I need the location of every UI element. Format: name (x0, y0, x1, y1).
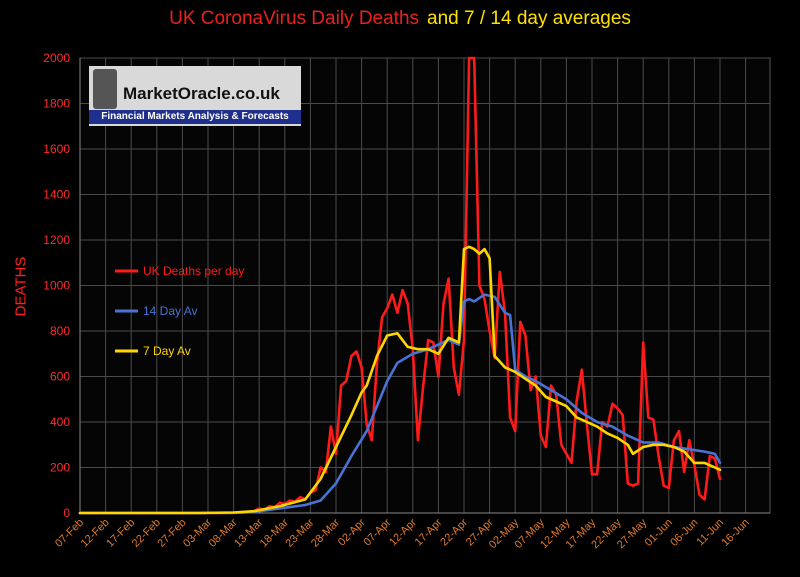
y-tick-label: 1600 (43, 142, 70, 156)
x-tick-label: 06-Jun (668, 517, 700, 549)
x-tick-label: 17-Apr (413, 516, 445, 548)
chart-title-averages: and 7 / 14 day averages (427, 8, 631, 29)
y-tick-label: 1800 (43, 97, 70, 111)
x-tick-label: 22-Apr (438, 516, 470, 548)
x-tick-label: 02-Apr (336, 516, 368, 548)
y-tick-label: 0 (63, 506, 70, 520)
y-tick-label: 600 (50, 370, 70, 384)
legend-label: 14 Day Av (143, 304, 197, 318)
legend-label: UK Deaths per day (143, 264, 244, 278)
market-oracle-logo: MarketOracle.co.uk Financial Markets Ana… (89, 66, 301, 126)
statue-logo-icon (93, 69, 117, 109)
y-tick-label: 1000 (43, 279, 70, 293)
series-line-uk-deaths-per-day (78, 56, 722, 515)
x-tick-label: 16-Jun (719, 517, 751, 549)
y-tick-label: 2000 (43, 51, 70, 65)
logo-tagline: Financial Markets Analysis & Forecasts (101, 111, 289, 122)
y-tick-label: 200 (50, 461, 70, 475)
x-tick-label: 28-Mar (309, 516, 342, 549)
x-tick-label: 07-Apr (361, 516, 393, 548)
y-tick-label: 1400 (43, 188, 70, 202)
logo-site-name: MarketOracle.co.uk (123, 84, 280, 103)
x-tick-label: 12-Apr (387, 516, 419, 548)
y-tick-label: 1200 (43, 233, 70, 247)
legend-label: 7 Day Av (143, 344, 191, 358)
series-line-14-day-av (78, 293, 722, 515)
logo-tagline-band: Financial Markets Analysis & Forecasts (89, 110, 301, 124)
series-line-7-day-av (78, 245, 722, 515)
y-axis-label: DEATHS (12, 256, 30, 317)
chart-title: UK CoronaVirus Daily Deaths and 7 / 14 da… (0, 8, 800, 30)
y-tick-label: 400 (50, 415, 70, 429)
x-tick-label: 01-Jun (643, 517, 675, 549)
chart-title-main: UK CoronaVirus Daily Deaths (169, 8, 420, 29)
y-tick-label: 800 (50, 324, 70, 338)
